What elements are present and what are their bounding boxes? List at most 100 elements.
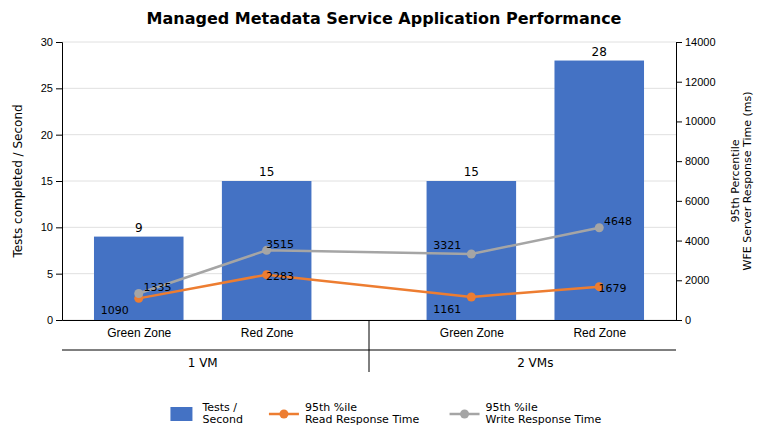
- y2-tick: 14000: [676, 36, 716, 48]
- bar: [554, 61, 644, 320]
- y-tick: 20: [41, 129, 62, 141]
- data-label: 1161: [433, 303, 461, 316]
- data-label: 9: [135, 221, 143, 235]
- marker: [595, 223, 604, 232]
- y-tick-mark: [56, 181, 62, 182]
- line: [139, 228, 600, 294]
- data-label: 28: [592, 45, 607, 59]
- y2-tick-mark: [676, 82, 682, 83]
- y-tick-mark: [56, 135, 62, 136]
- data-label: 3321: [433, 239, 461, 252]
- plot-root: 9151528109022831161167913353515332146480…: [11, 36, 754, 372]
- legend-item: 95th %ileRead Response Time: [269, 401, 420, 427]
- marker: [467, 292, 476, 301]
- y-tick-label: 25: [41, 82, 53, 94]
- y2-axis: 0 2000 4000 6000 8000 10000 12000 14000: [676, 36, 716, 326]
- line-series: [134, 223, 604, 298]
- grid: [62, 42, 676, 320]
- y-tick-label: 20: [41, 129, 53, 141]
- y-tick-mark: [56, 320, 62, 321]
- y-tick-label: 10: [41, 221, 53, 233]
- legend-label: 95th %ileRead Response Time: [305, 401, 420, 427]
- data-label: 1090: [101, 304, 129, 317]
- y-tick-label: 15: [41, 175, 53, 187]
- legend-item: Tests /Second: [170, 401, 242, 427]
- legend-label: Tests /Second: [201, 401, 242, 427]
- bar: [94, 237, 184, 320]
- legend-marker: [279, 410, 288, 419]
- y2-tick-mark: [676, 42, 682, 43]
- y2-tick-label: 4000: [685, 235, 709, 247]
- text-line: 95th %ile: [305, 401, 357, 414]
- y2-tick-label: 2000: [685, 274, 709, 286]
- legend-marker: [460, 410, 469, 419]
- group-label: 2 VMs: [517, 356, 553, 370]
- y-tick-mark: [56, 227, 62, 228]
- y2-tick: 8000: [676, 155, 709, 167]
- text-line: WFE Server Response Time (ms): [741, 92, 754, 271]
- y-tick-mark: [56, 274, 62, 275]
- x-tick: Green Zone: [107, 326, 171, 340]
- data-labels: 915152810902283116116791335351533214648: [101, 45, 632, 318]
- x-tick-label: Red Zone: [573, 326, 626, 340]
- data-label: 15: [259, 165, 274, 179]
- y-tick-mark: [56, 88, 62, 89]
- y2-tick-label: 14000: [685, 36, 716, 48]
- text-line: 95th %ile: [486, 401, 538, 414]
- y2-tick: 4000: [676, 235, 709, 247]
- y-tick-label: 5: [47, 268, 53, 280]
- line-series: [134, 270, 604, 303]
- background: [0, 0, 768, 438]
- bar-series: [94, 61, 644, 320]
- data-label: 1335: [143, 281, 171, 294]
- y2-tick-label: 0: [685, 314, 691, 326]
- legend-item: 95th %ileWrite Response Time: [450, 401, 602, 427]
- text-line: Read Response Time: [305, 413, 420, 426]
- y-tick-mark: [56, 42, 62, 43]
- y-tick-label: 30: [41, 36, 53, 48]
- text-line: Tests /: [201, 401, 237, 414]
- y2-tick-mark: [676, 241, 682, 242]
- y-tick: 5: [47, 268, 62, 280]
- legend-label: 95th %ileWrite Response Time: [486, 401, 602, 427]
- text-line: 95th Percentile: [729, 139, 742, 222]
- data-label: 1679: [599, 282, 627, 295]
- text-line: Write Response Time: [486, 413, 602, 426]
- marks: [94, 61, 644, 320]
- grid-line: [62, 42, 676, 43]
- legend-swatch: [170, 407, 192, 421]
- marker: [134, 289, 143, 298]
- y2-tick: 12000: [676, 76, 716, 88]
- y-axis: 051015202530: [41, 36, 63, 326]
- x-tick-label: Red Zone: [241, 326, 294, 340]
- y2-tick-mark: [676, 201, 682, 202]
- y2-tick-mark: [676, 121, 682, 122]
- x-tick: Red Zone: [241, 326, 294, 340]
- group-label: 1 VM: [188, 356, 218, 370]
- chart: 9151528109022831161167913353515332146480…: [0, 0, 768, 438]
- y2-tick: 2000: [676, 274, 709, 286]
- y2-tick-label: 10000: [685, 115, 716, 127]
- y2-tick: 10000: [676, 115, 716, 127]
- marker: [467, 250, 476, 259]
- line: [139, 275, 600, 299]
- y2-tick: 0: [676, 314, 691, 326]
- x-tick-label: Green Zone: [440, 326, 504, 340]
- bar: [427, 181, 517, 320]
- y2-tick-label: 6000: [685, 195, 709, 207]
- title: Managed Metadata Service Application Per…: [147, 9, 622, 28]
- y2-tick: 6000: [676, 195, 709, 207]
- group-separator: [369, 320, 370, 372]
- y-tick: 25: [41, 82, 62, 94]
- y2-axis-line: [677, 43, 683, 321]
- x-tick-label: Green Zone: [107, 326, 171, 340]
- y2-tick-label: 12000: [685, 76, 716, 88]
- y-axis-title: Tests completed / Second: [11, 104, 25, 258]
- data-label: 15: [464, 165, 479, 179]
- x-tick: Green Zone: [440, 326, 504, 340]
- y-tick: 15: [41, 175, 62, 187]
- x-tick: Red Zone: [573, 326, 626, 340]
- y-axis-line: [56, 43, 63, 321]
- data-label: 2283: [266, 270, 294, 283]
- y2-axis-title: 95th PercentileWFE Server Response Time …: [729, 92, 755, 271]
